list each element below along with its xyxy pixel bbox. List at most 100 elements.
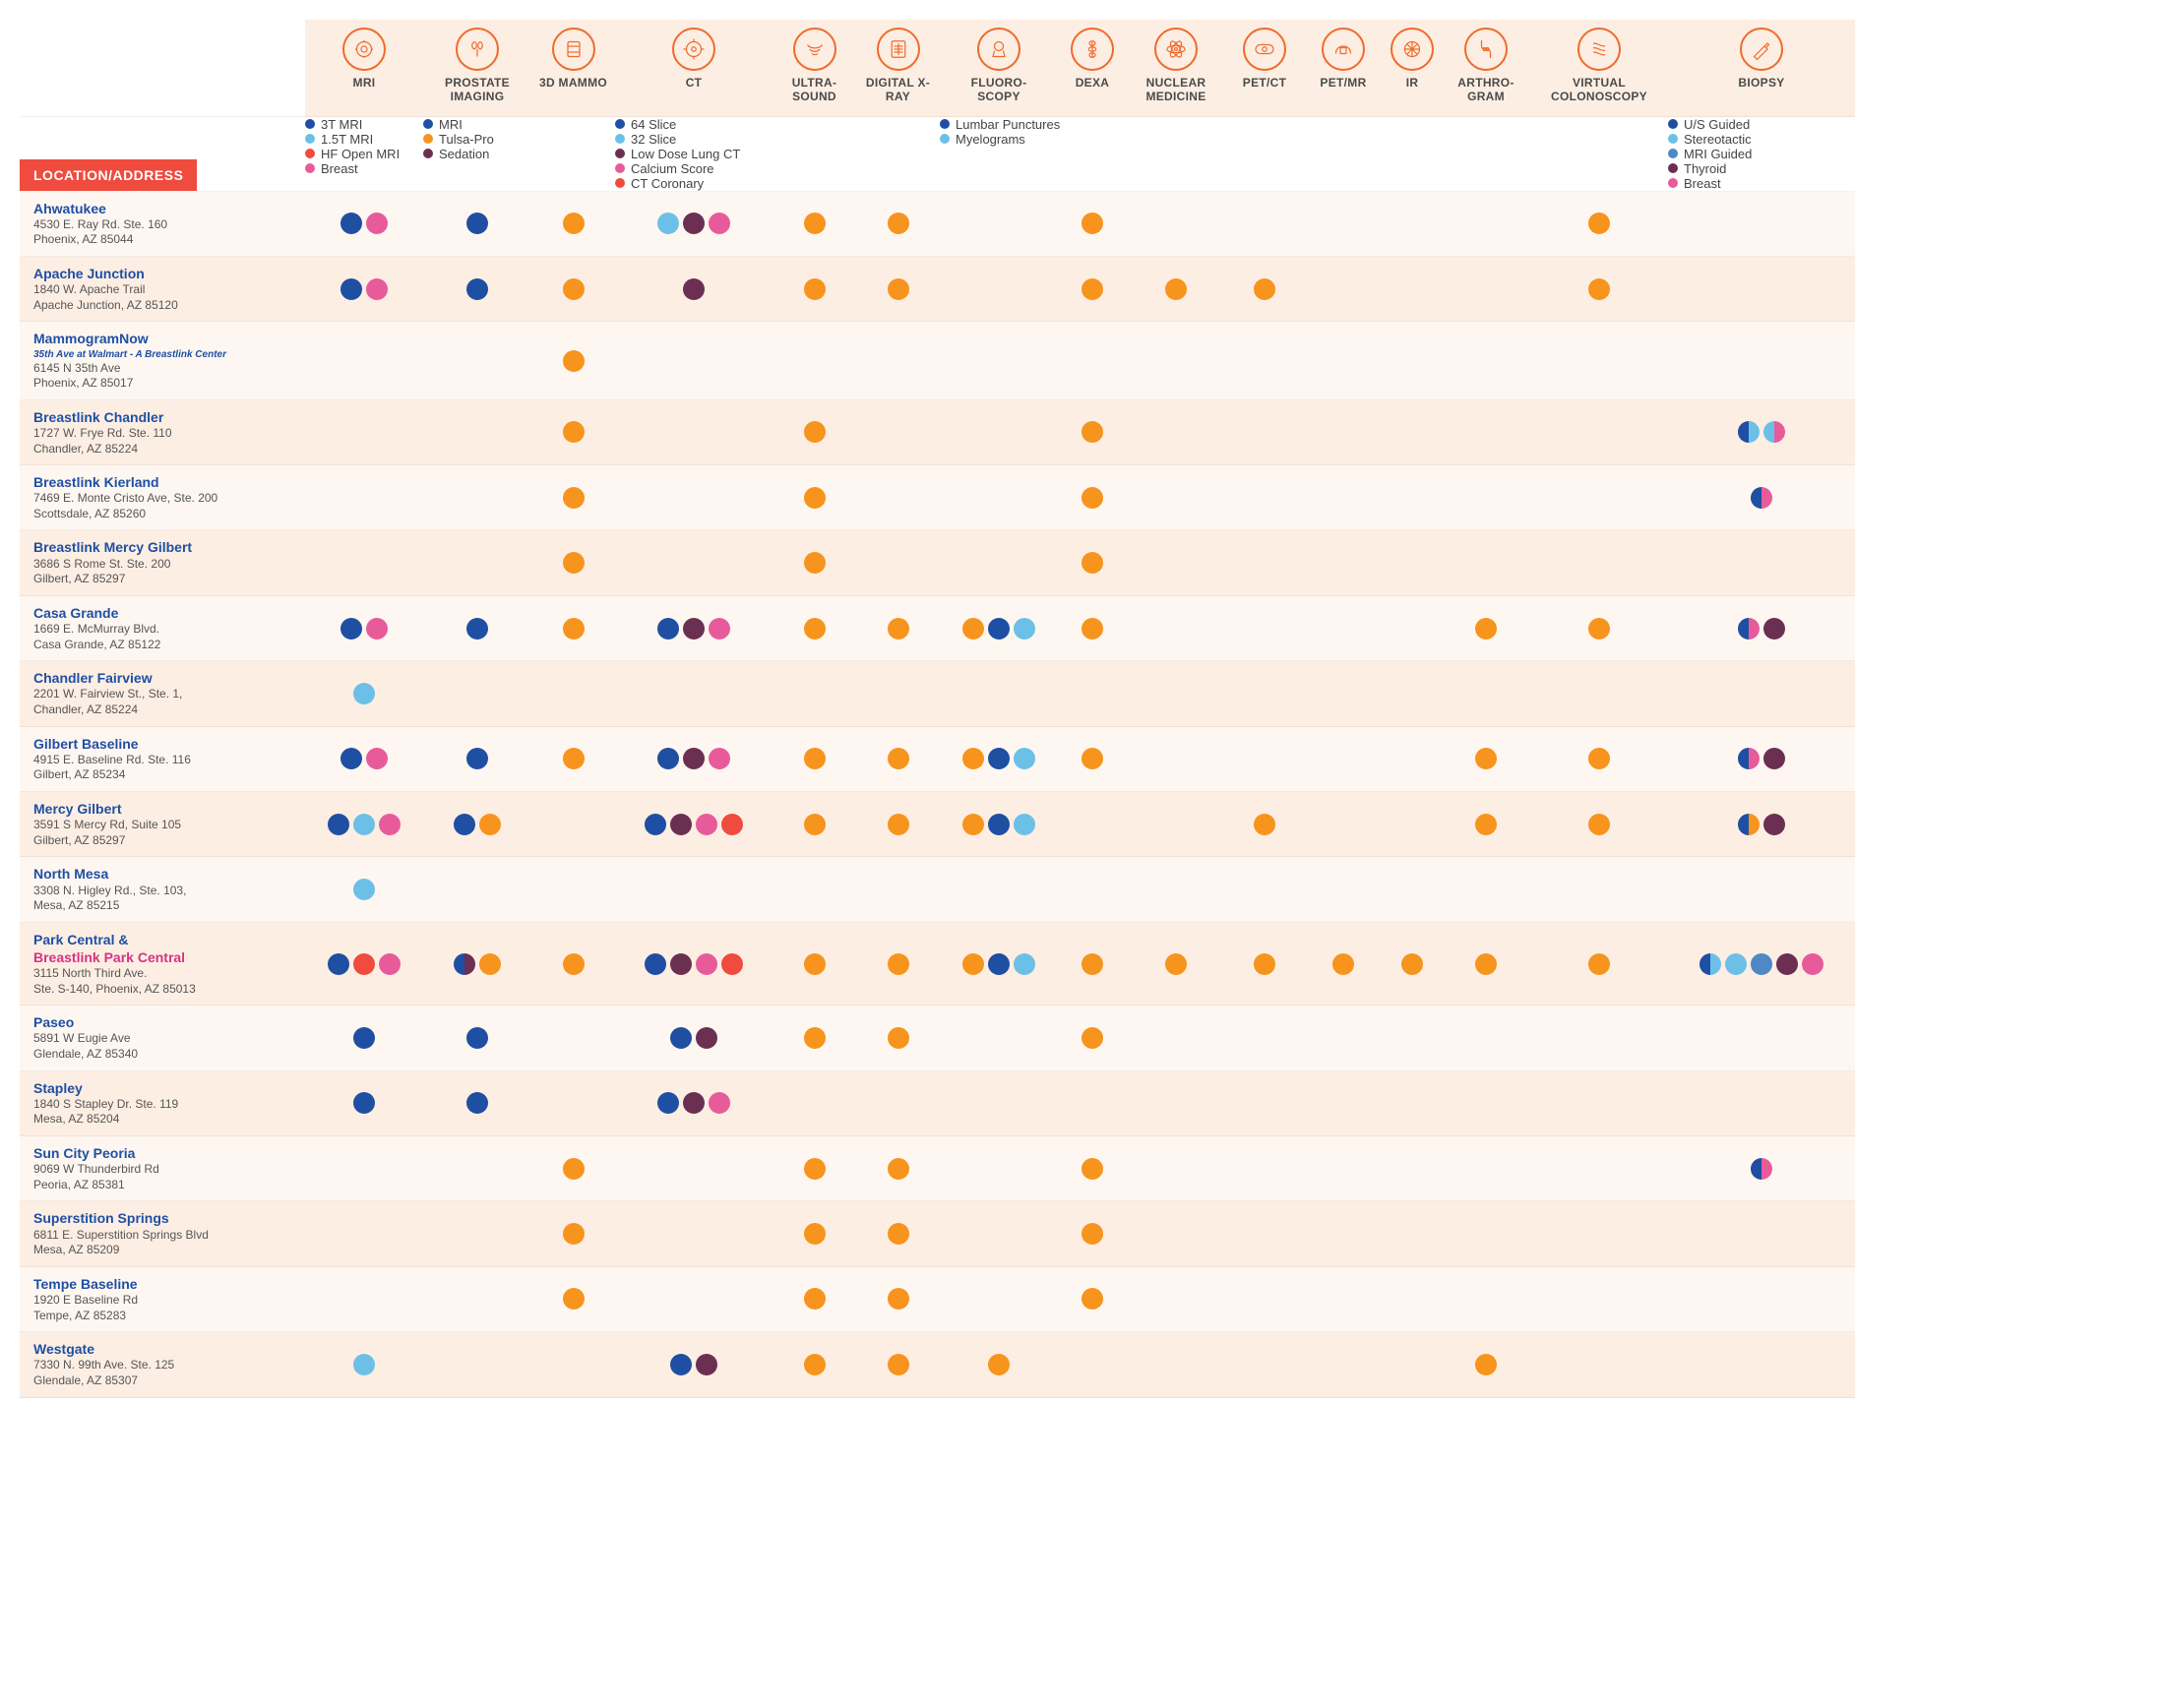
service-dot	[466, 618, 488, 640]
service-dot	[328, 814, 349, 835]
data-cell-us	[772, 727, 856, 792]
data-cell-xray	[856, 661, 940, 726]
column-header-us: ULTRA- SOUND	[772, 20, 856, 117]
location-address-line: Glendale, AZ 85340	[33, 1047, 295, 1063]
location-name[interactable]: MammogramNow	[33, 330, 295, 347]
us-icon	[793, 28, 836, 71]
service-dot	[1475, 1354, 1497, 1375]
service-dot	[353, 1092, 375, 1114]
sublegend-item: 3T MRI	[305, 117, 423, 132]
legend-label: Breast	[321, 161, 358, 176]
data-cell-fluoro	[940, 661, 1058, 726]
service-dot	[563, 350, 585, 372]
location-name[interactable]: Breastlink Kierland	[33, 473, 295, 491]
location-name[interactable]: Apache Junction	[33, 265, 295, 282]
service-dot	[804, 814, 826, 835]
data-cell-biopsy	[1668, 857, 1855, 922]
data-cell-us	[772, 1071, 856, 1136]
sublegend-item: Breast	[305, 161, 423, 176]
data-cell-petmr	[1304, 192, 1383, 257]
service-dot	[804, 618, 826, 640]
location-name[interactable]: Ahwatukee	[33, 200, 295, 217]
location-name[interactable]: Gilbert Baseline	[33, 735, 295, 753]
service-dot	[353, 683, 375, 704]
location-name[interactable]: Park Central &	[33, 931, 295, 948]
data-cell-ct	[615, 322, 772, 399]
location-address-line: 4530 E. Ray Rd. Ste. 160	[33, 217, 295, 233]
location-name[interactable]: Sun City Peoria	[33, 1144, 295, 1162]
service-dot	[804, 1288, 826, 1310]
legend-dot	[615, 134, 625, 144]
location-name[interactable]: Paseo	[33, 1013, 295, 1031]
data-cell-mammo	[531, 1201, 615, 1266]
data-cell-mri	[305, 1006, 423, 1070]
location-name-secondary[interactable]: Breastlink Park Central	[33, 948, 295, 966]
location-name[interactable]: Breastlink Mercy Gilbert	[33, 538, 295, 556]
column-label: 3D MAMMO	[539, 77, 607, 91]
service-dot	[466, 1092, 488, 1114]
data-cell-ir	[1383, 400, 1442, 465]
location-name[interactable]: Mercy Gilbert	[33, 800, 295, 818]
data-cell-nuclear	[1127, 727, 1225, 792]
data-cell-vc	[1530, 1071, 1668, 1136]
location-name[interactable]: Breastlink Chandler	[33, 408, 295, 426]
data-cell-xray	[856, 1071, 940, 1136]
location-cell: Chandler Fairview2201 W. Fairview St., S…	[20, 661, 305, 726]
column-header-prostate: PROSTATE IMAGING	[423, 20, 531, 117]
data-cell-mammo	[531, 192, 615, 257]
data-cell-arthro	[1442, 1136, 1530, 1201]
data-cell-mammo	[531, 465, 615, 530]
location-address-line: 1920 E Baseline Rd	[33, 1293, 295, 1309]
location-name[interactable]: Superstition Springs	[33, 1209, 295, 1227]
data-cell-biopsy	[1668, 465, 1855, 530]
mri-icon	[342, 28, 386, 71]
service-dot	[888, 1027, 909, 1049]
legend-label: 3T MRI	[321, 117, 362, 132]
service-dot	[1254, 814, 1275, 835]
column-header-mammo: 3D MAMMO	[531, 20, 615, 117]
legend-dot	[1668, 134, 1678, 144]
service-dot	[1475, 953, 1497, 975]
location-cell: Casa Grande1669 E. McMurray Blvd.Casa Gr…	[20, 596, 305, 661]
service-dot	[804, 278, 826, 300]
location-name[interactable]: Westgate	[33, 1340, 295, 1358]
location-name[interactable]: North Mesa	[33, 865, 295, 883]
legend-label: 32 Slice	[631, 132, 676, 147]
data-cell-vc	[1530, 923, 1668, 1006]
data-cell-dexa	[1058, 1071, 1127, 1136]
location-name[interactable]: Casa Grande	[33, 604, 295, 622]
data-cell-us	[772, 1332, 856, 1397]
location-name[interactable]: Stapley	[33, 1079, 295, 1097]
location-name[interactable]: Chandler Fairview	[33, 669, 295, 687]
data-cell-arthro	[1442, 465, 1530, 530]
data-cell-arthro	[1442, 792, 1530, 857]
service-dot	[888, 814, 909, 835]
data-cell-fluoro	[940, 1071, 1058, 1136]
data-cell-ct	[615, 923, 772, 1006]
data-cell-arthro	[1442, 257, 1530, 322]
data-cell-biopsy	[1668, 400, 1855, 465]
service-dot	[563, 421, 585, 443]
location-name[interactable]: Tempe Baseline	[33, 1275, 295, 1293]
legend-label: Myelograms	[956, 132, 1025, 147]
sublegend-item: Stereotactic	[1668, 132, 1855, 147]
fluoro-icon	[977, 28, 1020, 71]
data-cell-petmr	[1304, 257, 1383, 322]
header-spacer	[20, 20, 305, 117]
data-cell-ir	[1383, 465, 1442, 530]
data-cell-biopsy	[1668, 727, 1855, 792]
location-address-line: Mesa, AZ 85204	[33, 1112, 295, 1128]
data-cell-fluoro	[940, 322, 1058, 399]
data-cell-prostate	[423, 1136, 531, 1201]
data-cell-us	[772, 1136, 856, 1201]
legend-dot	[615, 149, 625, 158]
column-header-vc: VIRTUAL COLONOSCOPY	[1530, 20, 1668, 117]
service-dot	[645, 814, 666, 835]
data-cell-ir	[1383, 1136, 1442, 1201]
service-dot	[683, 1092, 705, 1114]
service-dot	[888, 1158, 909, 1180]
service-dot	[563, 213, 585, 234]
data-cell-petmr	[1304, 857, 1383, 922]
data-cell-ct	[615, 1332, 772, 1397]
service-dot	[804, 1158, 826, 1180]
